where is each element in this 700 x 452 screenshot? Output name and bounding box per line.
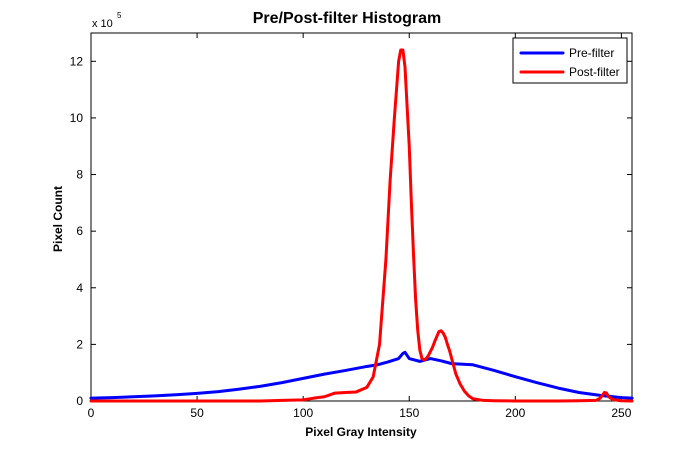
y-axis-label: Pixel Count [51, 186, 65, 252]
y-axis-multiplier-base: x 10 [92, 18, 113, 30]
x-tick-label: 200 [505, 406, 525, 420]
chart-title: Pre/Post-filter Histogram [253, 10, 441, 27]
y-tick-label: 8 [76, 168, 83, 182]
x-axis-label: Pixel Gray Intensity [305, 425, 417, 439]
y-tick-label: 10 [70, 111, 84, 125]
y-axis-multiplier: x 10 5 [92, 11, 122, 30]
x-tick-label: 100 [293, 406, 313, 420]
x-tick-label: 150 [399, 406, 419, 420]
x-tick-label: 0 [88, 406, 95, 420]
plot-frame [90, 32, 633, 402]
y-tick-label: 6 [76, 224, 83, 238]
legend-post-filter-label: Post-filter [569, 65, 620, 79]
y-tick-label: 2 [76, 337, 83, 351]
legend-pre-filter-label: Pre-filter [569, 46, 614, 60]
plot-area: 0 50 100 150 200 250 0 2 4 6 8 10 12 [70, 32, 634, 420]
y-tick-label: 4 [76, 281, 83, 295]
y-tick-label: 0 [76, 394, 83, 408]
legend-box [512, 37, 628, 84]
y-axis-multiplier-exponent: 5 [117, 11, 122, 20]
x-tick-label: 250 [611, 406, 631, 420]
post-filter-series-line [89, 48, 634, 403]
x-tick-label: 50 [190, 406, 204, 420]
y-tick-label: 12 [70, 54, 84, 68]
pre-filter-series-line [89, 350, 634, 400]
legend: Pre-filter Post-filter [512, 37, 628, 84]
